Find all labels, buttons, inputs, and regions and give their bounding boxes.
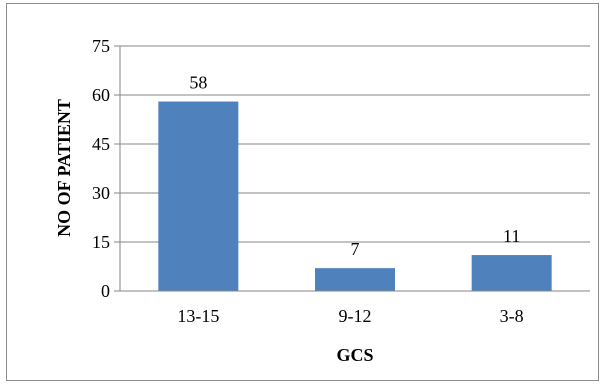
bar-13-15 <box>158 101 239 292</box>
data-label: 11 <box>503 226 520 246</box>
y-tick-label: 0 <box>101 281 110 301</box>
y-tick-label: 15 <box>92 232 110 252</box>
axes <box>114 46 590 292</box>
y-tick-label: 45 <box>92 134 110 154</box>
y-tick-label: 30 <box>92 183 110 203</box>
data-label: 58 <box>189 73 207 93</box>
data-labels: 58 7 11 <box>189 73 520 260</box>
data-label: 7 <box>351 239 360 259</box>
x-axis-title: GCS <box>336 345 373 365</box>
x-tick-labels: 13-15 9-12 3-8 <box>177 306 523 326</box>
y-axis-title: NO OF PATIENT <box>54 99 74 237</box>
bar-3-8 <box>471 255 552 291</box>
x-tick-label: 3-8 <box>500 306 524 326</box>
chart-frame <box>6 3 599 381</box>
x-tick-label: 13-15 <box>177 306 219 326</box>
bars <box>158 101 552 292</box>
y-tick-labels: 0 15 30 45 60 75 <box>92 36 110 301</box>
y-tick-label: 75 <box>92 36 110 56</box>
bar-9-12 <box>315 268 395 291</box>
x-tick-label: 9-12 <box>339 306 372 326</box>
y-tick-label: 60 <box>92 85 110 105</box>
